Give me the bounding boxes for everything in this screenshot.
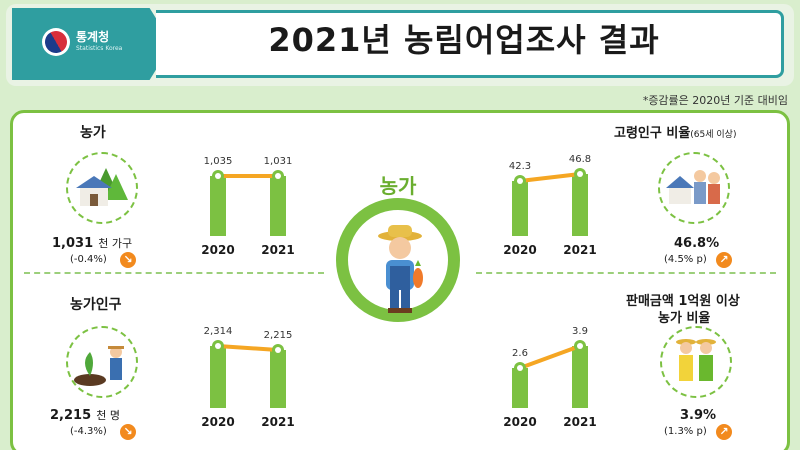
chart-point-inner-2021 <box>577 171 583 177</box>
elderly-change: (4.5% p) <box>664 254 707 265</box>
center-title: 농가 <box>379 174 417 198</box>
footnote: *증감률은 2020년 기준 대비임 <box>642 94 788 107</box>
chart-tick-label: 2020 <box>201 243 234 257</box>
elderly-ratio-label: 고령인구 비율(65세 이상) <box>614 126 737 141</box>
chart-point-inner-2020 <box>215 173 221 179</box>
chart-data-label: 2,215 <box>264 330 293 341</box>
chart-tick-label: 2021 <box>261 415 294 429</box>
header-title-box <box>156 10 784 78</box>
chart-elderly: 42.3 2020 46.8 2021 <box>503 154 596 257</box>
logo-text: 통계청 <box>76 30 110 44</box>
farmer-planting-icon <box>74 346 124 386</box>
elderly-value: 46.8% <box>674 236 720 251</box>
population-value: 2,215 천 명 <box>50 408 120 423</box>
chart-bar-2021 <box>270 176 286 236</box>
logo-subtext: Statistics Korea <box>76 45 123 52</box>
chart-bar-2020 <box>512 368 528 408</box>
chart-data-label: 1,035 <box>204 156 233 167</box>
increase-arrow-icon: ↗ <box>716 252 732 268</box>
chart-population: 2,314 2020 2,215 2021 <box>201 326 294 429</box>
chart-data-label: 1,031 <box>264 156 293 167</box>
chart-bar-2021 <box>572 346 588 408</box>
divider-right <box>476 272 776 274</box>
divider-left <box>24 272 324 274</box>
header <box>6 4 794 86</box>
increase-arrow-icon: ↗ <box>716 424 732 440</box>
decrease-arrow-icon: ↘ <box>120 252 136 268</box>
chart-data-label: 3.9 <box>572 326 588 337</box>
chart-tick-label: 2021 <box>563 243 596 257</box>
chart-households: 1,035 2020 1,031 2021 <box>201 156 294 257</box>
sales-change: (1.3% p) <box>664 426 707 437</box>
farmer-couple-icon-frame <box>660 326 732 398</box>
chart-bar-2020 <box>512 181 528 236</box>
chart-data-label: 46.8 <box>569 154 591 165</box>
chart-point-inner-2020 <box>517 178 523 184</box>
page-title: 2021년 농림어업조사 결과 <box>268 21 660 59</box>
statistics-korea-logo-icon <box>42 28 70 56</box>
farmhouse-icon <box>76 168 128 206</box>
chart-sales: 2.6 2020 3.9 2021 <box>503 326 596 429</box>
farmer-planting-icon-frame <box>66 326 138 398</box>
chart-tick-label: 2020 <box>503 243 536 257</box>
chart-tick-label: 2021 <box>563 415 596 429</box>
chart-tick-label: 2020 <box>201 415 234 429</box>
chart-trend-line <box>519 172 581 183</box>
chart-tick-label: 2021 <box>261 243 294 257</box>
chart-point-inner-2021 <box>275 173 281 179</box>
chart-point-inner-2021 <box>577 343 583 349</box>
chart-bar-2021 <box>572 174 588 236</box>
households-label: 농가 <box>80 125 106 141</box>
chart-point-inner-2021 <box>275 347 281 353</box>
chart-point-inner-2020 <box>517 365 523 371</box>
decrease-arrow-icon: ↘ <box>120 424 136 440</box>
population-change: (-4.3%) <box>70 426 107 437</box>
population-label: 농가인구 <box>70 297 122 313</box>
chart-bar-2020 <box>210 346 226 408</box>
chart-trend-line <box>217 344 279 352</box>
header-banner <box>12 8 172 80</box>
chart-bar-2020 <box>210 176 226 236</box>
elderly-couple-icon <box>666 170 720 204</box>
sales-ratio-label-line1: 판매금액 1억원 이상 <box>626 294 740 309</box>
sales-ratio-label-line2: 농가 비율 <box>658 311 711 326</box>
households-value: 1,031 천 가구 <box>52 236 133 251</box>
chart-bar-2021 <box>270 350 286 408</box>
elderly-couple-icon-frame <box>658 152 730 224</box>
households-change: (-0.4%) <box>70 254 107 265</box>
farmer-couple-icon <box>676 339 716 381</box>
chart-point-inner-2020 <box>215 343 221 349</box>
farmer-icon <box>378 225 423 313</box>
chart-data-label: 2,314 <box>204 326 233 337</box>
chart-trend-line <box>519 344 581 370</box>
chart-data-label: 2.6 <box>512 348 528 359</box>
chart-tick-label: 2020 <box>503 415 536 429</box>
chart-data-label: 42.3 <box>509 161 531 172</box>
farmhouse-icon-frame <box>66 152 138 224</box>
sales-value: 3.9% <box>680 408 717 423</box>
